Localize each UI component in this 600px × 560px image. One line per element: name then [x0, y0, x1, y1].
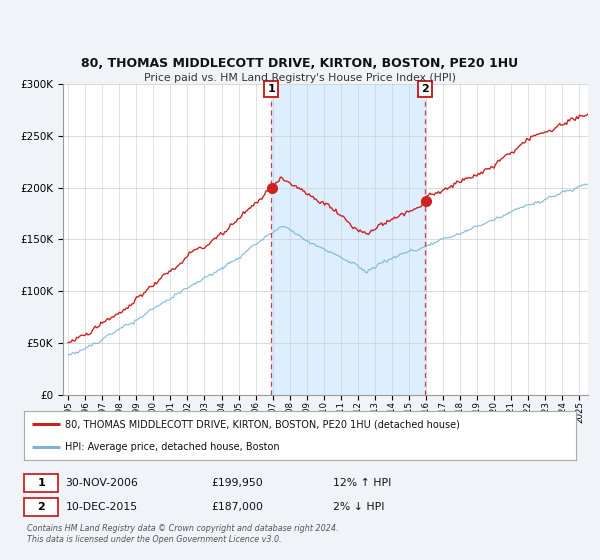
Text: 2% ↓ HPI: 2% ↓ HPI [333, 502, 385, 512]
Text: 1: 1 [37, 478, 45, 488]
FancyBboxPatch shape [24, 498, 58, 516]
Text: 2: 2 [421, 84, 429, 94]
Text: This data is licensed under the Open Government Licence v3.0.: This data is licensed under the Open Gov… [27, 535, 281, 544]
FancyBboxPatch shape [24, 474, 58, 492]
Text: Contains HM Land Registry data © Crown copyright and database right 2024.: Contains HM Land Registry data © Crown c… [27, 524, 338, 533]
Text: 2: 2 [37, 502, 45, 512]
Text: 12% ↑ HPI: 12% ↑ HPI [333, 478, 391, 488]
Text: 10-DEC-2015: 10-DEC-2015 [65, 502, 137, 512]
Bar [271, 84, 425, 395]
Text: 1: 1 [268, 84, 275, 94]
Text: £199,950: £199,950 [212, 478, 263, 488]
Text: 30-NOV-2006: 30-NOV-2006 [65, 478, 138, 488]
Text: 80, THOMAS MIDDLECOTT DRIVE, KIRTON, BOSTON, PE20 1HU: 80, THOMAS MIDDLECOTT DRIVE, KIRTON, BOS… [82, 57, 518, 70]
Text: £187,000: £187,000 [212, 502, 263, 512]
Text: 80, THOMAS MIDDLECOTT DRIVE, KIRTON, BOSTON, PE20 1HU (detached house): 80, THOMAS MIDDLECOTT DRIVE, KIRTON, BOS… [65, 419, 460, 430]
Text: Price paid vs. HM Land Registry's House Price Index (HPI): Price paid vs. HM Land Registry's House … [144, 73, 456, 83]
Text: HPI: Average price, detached house, Boston: HPI: Average price, detached house, Bost… [65, 442, 280, 452]
